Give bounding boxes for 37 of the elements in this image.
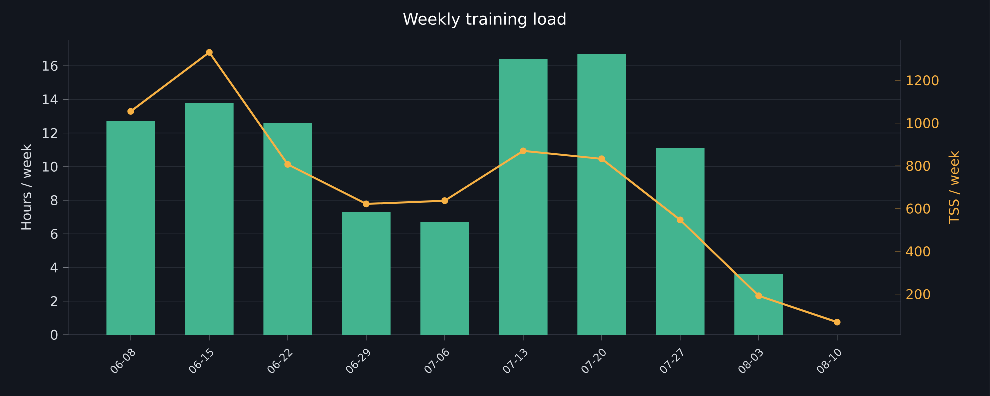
y-tick-label: 14 xyxy=(43,94,58,105)
y2-tick-label: 1200 xyxy=(907,76,939,86)
y-tick-label: 12 xyxy=(43,128,58,138)
bar xyxy=(264,123,312,335)
bar xyxy=(106,122,156,335)
point xyxy=(834,318,841,326)
point xyxy=(677,216,684,224)
bar xyxy=(578,54,626,335)
y2-tick-label: 400 xyxy=(906,246,930,257)
point xyxy=(363,200,370,208)
bar xyxy=(734,274,784,335)
point xyxy=(598,156,606,162)
point xyxy=(442,198,448,204)
y2-tick-label: 1000 xyxy=(907,118,939,128)
bar xyxy=(342,212,391,335)
chart-title: Weekly training load xyxy=(403,12,566,28)
point xyxy=(756,292,762,300)
point xyxy=(284,161,292,168)
point xyxy=(206,49,213,56)
y-tick-label: 16 xyxy=(43,60,58,72)
y-tick-label: 0 xyxy=(51,330,58,340)
bar xyxy=(420,222,470,335)
y2-tick-label: 200 xyxy=(906,289,930,300)
bar xyxy=(656,148,705,335)
y-tick-label: 6 xyxy=(51,229,58,240)
y-axis-title: Hours / week xyxy=(21,144,32,230)
y2-tick-label: 600 xyxy=(906,204,930,214)
point xyxy=(128,108,134,116)
y-tick-label: 4 xyxy=(50,262,58,273)
y-tick-label: 10 xyxy=(43,162,58,172)
point xyxy=(520,148,527,155)
bar xyxy=(185,103,234,335)
y-tick-label: 2 xyxy=(51,296,58,306)
y2-tick-label: 800 xyxy=(906,161,930,172)
y2-axis-title: TSS / week xyxy=(948,150,960,224)
bar xyxy=(499,59,548,335)
y-tick-label: 8 xyxy=(51,195,58,206)
